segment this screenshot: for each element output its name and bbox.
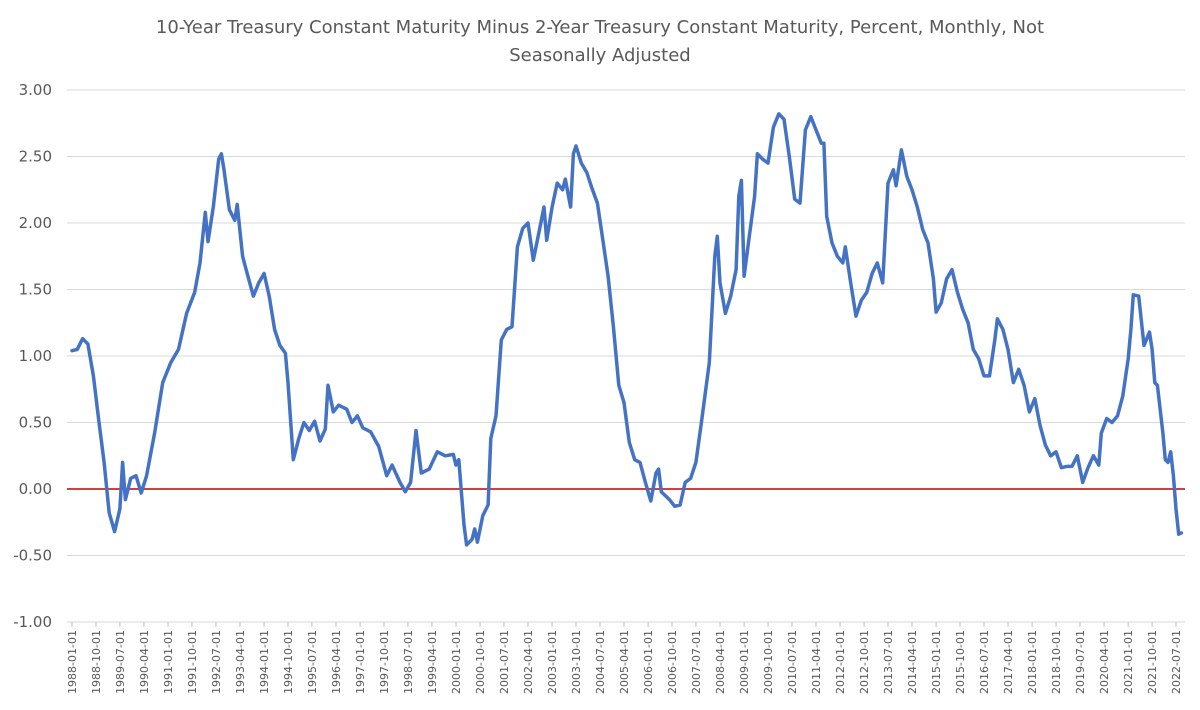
- x-tick-label: 1992-07-01: [210, 630, 223, 694]
- x-tick-label: 2021-10-01: [1146, 630, 1159, 694]
- y-tick-label: 0.50: [19, 414, 52, 432]
- x-tick-label: 2010-07-01: [786, 630, 799, 694]
- x-tick-label: 2000-10-01: [474, 630, 487, 694]
- x-tick-label: 2018-10-01: [1050, 630, 1063, 694]
- x-tick-label: 2017-04-01: [1002, 630, 1015, 694]
- x-tick-label: 1991-01-01: [162, 630, 175, 694]
- x-tick-label: 2022-07-01: [1170, 630, 1183, 694]
- x-tick-label: 2009-10-01: [762, 630, 775, 694]
- x-tick-label: 1996-04-01: [330, 630, 343, 694]
- x-tick-label: 2012-10-01: [858, 630, 871, 694]
- x-tick-label: 2019-07-01: [1074, 630, 1087, 694]
- y-tick-label: 1.50: [19, 281, 52, 299]
- chart-title: 10-Year Treasury Constant Maturity Minus…: [0, 14, 1200, 70]
- x-tick-label: 2013-07-01: [882, 630, 895, 694]
- x-tick-label: 2009-01-01: [738, 630, 751, 694]
- x-tick-label: 2020-04-01: [1098, 630, 1111, 694]
- y-tick-label: 2.50: [19, 148, 52, 166]
- x-tick-label: 1989-07-01: [114, 630, 127, 694]
- y-tick-label: -0.50: [13, 547, 52, 565]
- x-tick-label: 2021-01-01: [1122, 630, 1135, 694]
- series-line: [70, 112, 1184, 547]
- x-tick-label: 1990-04-01: [138, 630, 151, 694]
- x-tick-label: 1994-10-01: [282, 630, 295, 694]
- x-tick-label: 1988-10-01: [90, 630, 103, 694]
- x-tick-label: 1994-01-01: [258, 630, 271, 694]
- x-tick-label: 2007-07-01: [690, 630, 703, 694]
- y-tick-label: 1.00: [19, 347, 52, 365]
- y-tick-label: 3.00: [19, 81, 52, 99]
- chart-title-line-2: Seasonally Adjusted: [509, 45, 691, 66]
- x-tick-label: 2014-04-01: [906, 630, 919, 694]
- x-tick-label: 1991-10-01: [186, 630, 199, 694]
- x-tick-label: 1997-10-01: [378, 630, 391, 694]
- x-tick-label: 1988-01-01: [66, 630, 79, 694]
- x-tick-label: 2015-10-01: [954, 630, 967, 694]
- x-tick-label: 1993-04-01: [234, 630, 247, 694]
- x-tick-label: 2008-04-01: [714, 630, 727, 694]
- x-tick-label: 2002-04-01: [522, 630, 535, 694]
- x-tick-label: 1997-01-01: [354, 630, 367, 694]
- x-tick-label: 1995-07-01: [306, 630, 319, 694]
- x-tick-label: 2000-01-01: [450, 630, 463, 694]
- chart-title-line-1: 10-Year Treasury Constant Maturity Minus…: [155, 17, 1045, 38]
- x-tick-label: 2003-10-01: [570, 630, 583, 694]
- y-tick-label: 2.00: [19, 214, 52, 232]
- x-tick-label: 1999-04-01: [426, 630, 439, 694]
- x-tick-label: 2012-01-01: [834, 630, 847, 694]
- x-tick-label: 2018-01-01: [1026, 630, 1039, 694]
- x-tick-label: 1998-07-01: [402, 630, 415, 694]
- x-tick-label: 2006-01-01: [642, 630, 655, 694]
- y-tick-label: 0.00: [19, 480, 52, 498]
- x-tick-label: 2011-04-01: [810, 630, 823, 694]
- x-tick-label: 2005-04-01: [618, 630, 631, 694]
- x-tick-label: 2006-10-01: [666, 630, 679, 694]
- x-tick-label: 2003-01-01: [546, 630, 559, 694]
- x-tick-label: 2015-01-01: [930, 630, 943, 694]
- x-tick-label: 2004-07-01: [594, 630, 607, 694]
- x-tick-label: 2016-07-01: [978, 630, 991, 694]
- x-tick-label: 2001-07-01: [498, 630, 511, 694]
- y-tick-label: -1.00: [13, 613, 52, 631]
